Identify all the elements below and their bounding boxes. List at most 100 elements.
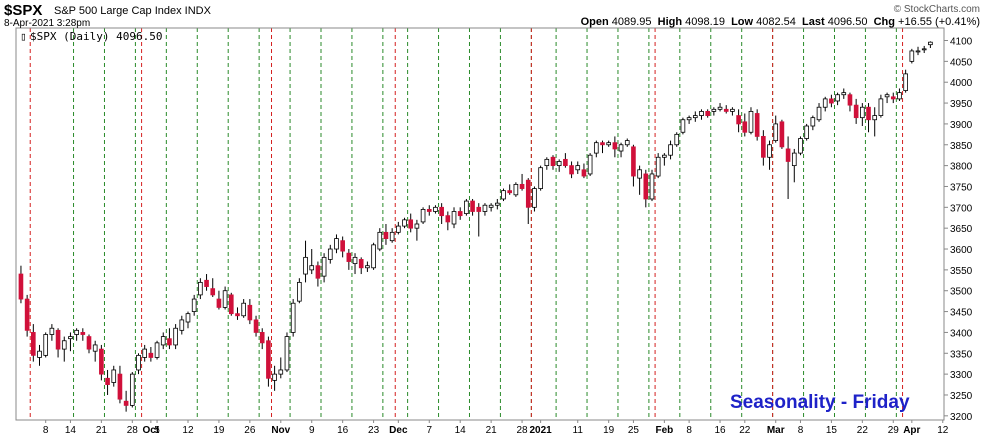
x-tick-label: 12 — [937, 425, 949, 436]
y-tick-label: 3800 — [950, 162, 973, 173]
candle-body — [179, 319, 185, 331]
candle-body — [61, 340, 67, 350]
candle-body — [210, 288, 216, 296]
candle-body — [321, 256, 327, 277]
y-axis: 3200 3250 3300 3350 3400 3450 3500 3550 3600 3650… — [944, 37, 973, 423]
candle-body — [723, 108, 729, 112]
candle-body — [426, 209, 432, 212]
low-label: Low — [731, 16, 754, 28]
candle-body — [680, 119, 686, 133]
candle-body — [699, 111, 704, 116]
candle-body — [897, 92, 902, 100]
candle-body — [451, 211, 457, 225]
candle-body — [773, 123, 779, 141]
candle-body — [43, 334, 49, 356]
candle-body — [600, 142, 605, 146]
x-tick-label: Dec — [389, 425, 408, 436]
symbol-title: $SPX — [4, 2, 43, 19]
x-tick-label: 5 — [154, 425, 160, 436]
y-tick-label: 4050 — [950, 57, 973, 68]
candle-body — [717, 106, 723, 110]
candle-body — [748, 111, 754, 133]
y-tick-label: 3850 — [950, 141, 973, 152]
candle-body — [853, 104, 859, 119]
y-tick-label: 3400 — [950, 328, 973, 339]
candle-body — [501, 190, 506, 200]
candle-body — [705, 111, 710, 116]
candle-body — [655, 156, 661, 177]
x-tick-label: 19 — [213, 425, 225, 436]
candle-body — [779, 121, 785, 148]
candle-body — [266, 340, 271, 379]
seasonality-annotation: Seasonality - Friday — [730, 392, 910, 413]
y-tick-label: 3550 — [950, 266, 973, 277]
candle-body — [606, 142, 612, 146]
candle-body — [371, 244, 376, 269]
candle-body — [272, 373, 277, 381]
high-value: 4098.19 — [685, 16, 725, 28]
candle-body — [74, 329, 79, 335]
candle-body — [142, 348, 148, 358]
candle-body — [470, 200, 475, 212]
candle-body — [538, 167, 543, 189]
candle-body — [569, 165, 574, 175]
candle-body — [556, 161, 562, 167]
candle-body — [377, 231, 383, 250]
candle-body — [247, 304, 253, 321]
candle-body — [903, 73, 908, 91]
candle-body — [804, 125, 809, 139]
candle-body — [408, 219, 414, 229]
y-tick-label: 3900 — [950, 120, 973, 131]
candle-body — [340, 240, 345, 252]
candle-body — [49, 327, 55, 335]
candle-body — [309, 265, 315, 271]
candle-body — [204, 279, 209, 287]
candle-body — [847, 94, 853, 106]
candle-body — [909, 50, 915, 62]
candle-body — [884, 94, 890, 98]
candle-body — [117, 373, 123, 400]
candle-body — [736, 115, 741, 125]
x-tick-label: 16 — [337, 425, 349, 436]
candle-body — [662, 154, 667, 158]
candle-body — [228, 294, 234, 315]
x-tick-label: 8 — [798, 425, 804, 436]
y-tick-label: 3700 — [950, 203, 973, 214]
candle-body — [173, 327, 178, 346]
candle-body — [445, 215, 451, 223]
candle-body — [563, 158, 568, 167]
y-tick-label: 3250 — [950, 391, 973, 402]
candle-body — [860, 106, 865, 119]
plot-frame — [15, 27, 945, 421]
candle-body — [767, 144, 772, 158]
candle-body — [532, 188, 537, 208]
candle-body — [525, 179, 531, 208]
candle-body — [352, 256, 358, 265]
candle-body — [816, 106, 822, 121]
series-legend: ▯ $SPX (Daily) 4096.50 — [20, 30, 162, 43]
candle-body — [303, 256, 308, 275]
x-tick-label: 28 — [127, 425, 139, 436]
candle-body — [612, 142, 618, 150]
candle-body — [476, 206, 482, 212]
candle-body — [315, 265, 321, 279]
candle-body — [420, 209, 426, 223]
candle-body — [154, 342, 160, 358]
x-tick-label: Apr — [903, 425, 920, 436]
candle-body — [241, 302, 246, 317]
y-tick-label: 3200 — [950, 412, 973, 423]
candle-body — [129, 373, 135, 406]
candle-body — [686, 117, 692, 121]
candle-body — [890, 96, 896, 100]
x-tick-label: 16 — [714, 425, 726, 436]
candlestick-series — [18, 41, 933, 412]
candle-body — [668, 144, 673, 156]
candle-body — [290, 302, 296, 333]
x-tick-label: 19 — [603, 425, 615, 436]
candle-body — [18, 273, 24, 300]
candle-body — [488, 204, 494, 208]
candle-body — [618, 144, 624, 152]
candle-body — [327, 248, 333, 260]
candle-body — [921, 48, 927, 51]
